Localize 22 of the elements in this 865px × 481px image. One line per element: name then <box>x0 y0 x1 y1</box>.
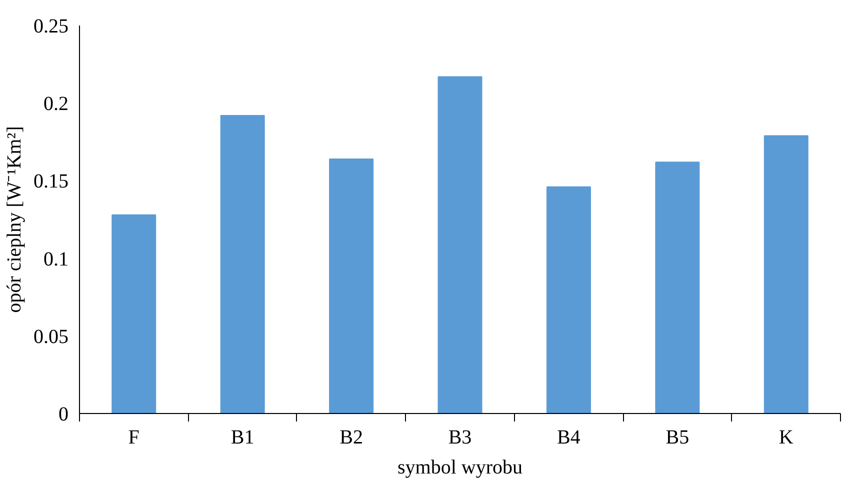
x-tick-label: B5 <box>666 426 690 448</box>
bar <box>220 115 265 414</box>
y-tick-label: 0.05 <box>34 326 68 348</box>
x-axis-title: symbol wyrobu <box>398 456 522 478</box>
bar <box>112 214 156 414</box>
x-tick-label: B1 <box>230 426 254 448</box>
x-tick-label: B3 <box>448 426 472 448</box>
bar <box>546 186 591 414</box>
x-tick-label: B2 <box>340 426 363 448</box>
x-tick-label: F <box>128 426 140 448</box>
bar <box>655 162 700 414</box>
bar <box>329 158 374 414</box>
y-tick-label: 0.1 <box>44 248 68 270</box>
x-tick-label: K <box>778 426 794 448</box>
y-tick-label: 0 <box>58 404 68 426</box>
y-tick-label: 0.15 <box>34 170 68 193</box>
y-axis-title: opór cieplny [W⁻¹Km²] <box>4 126 26 313</box>
bar <box>764 135 808 414</box>
bar <box>438 76 482 414</box>
y-tick-label: 0.25 <box>34 16 68 38</box>
y-tick-label: 0.2 <box>44 93 68 116</box>
x-tick-label: B4 <box>557 426 580 448</box>
